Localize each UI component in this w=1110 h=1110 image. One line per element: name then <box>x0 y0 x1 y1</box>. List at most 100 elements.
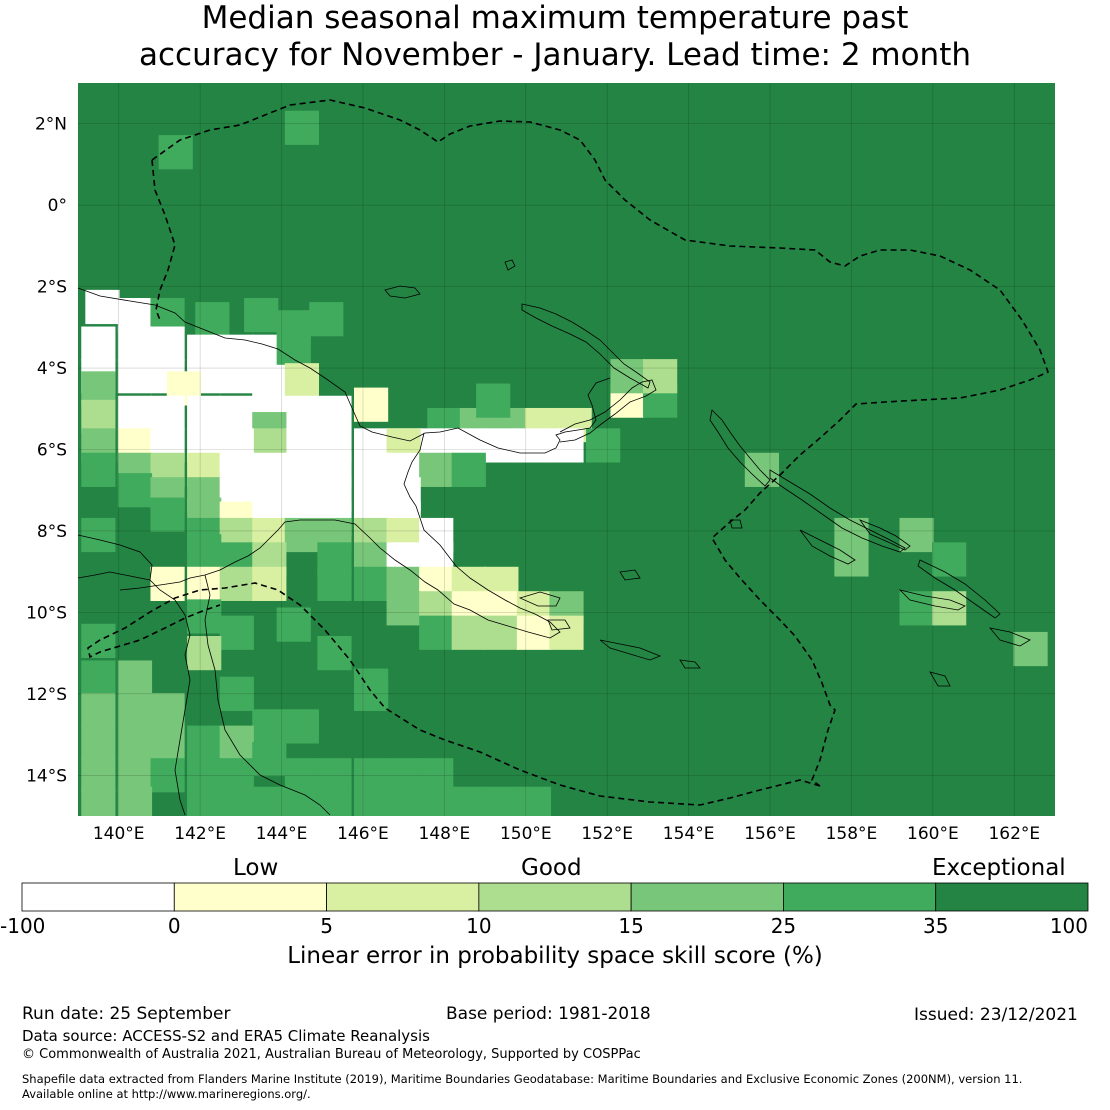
colorbar-bin <box>173 882 327 912</box>
skill-cell <box>117 660 153 695</box>
skill-cell <box>317 395 352 430</box>
skill-cell <box>81 725 116 760</box>
skill-cell <box>117 725 153 760</box>
skill-cell <box>284 517 319 553</box>
skill-cell <box>219 359 254 394</box>
skill-cell <box>284 363 319 398</box>
skill-cell <box>516 615 552 650</box>
skill-cell <box>643 359 678 394</box>
lon-label: 146°E <box>337 824 389 844</box>
skill-cell <box>81 786 116 816</box>
skill-cell <box>549 428 584 463</box>
lon-label: 142°E <box>174 824 226 844</box>
skill-cell <box>252 786 287 816</box>
skill-cell <box>354 387 389 422</box>
skill-cell <box>117 326 153 361</box>
lat-label: 6°S <box>37 441 67 461</box>
lat-label: 4°S <box>37 359 67 379</box>
shapefile-credit-line-1: Shapefile data extracted from Flanders M… <box>22 1072 1023 1086</box>
skill-cell <box>354 786 389 816</box>
colorbar: -100 0 5 10 15 25 35 100 <box>0 882 1089 938</box>
skill-cell <box>284 786 319 816</box>
skill-cell <box>117 693 153 728</box>
lat-label: 8°S <box>37 522 67 542</box>
latitude-labels: 2°N 0° 2°S 4°S 6°S 8°S 10°S 12°S 14°S <box>26 115 67 787</box>
skill-cell <box>419 452 454 487</box>
bougainville-coast <box>709 409 771 487</box>
skill-cell <box>516 428 552 463</box>
skill-cell <box>187 395 222 430</box>
colorbar-heading-good: Good <box>521 855 582 881</box>
skill-cell <box>899 591 934 626</box>
skill-cell <box>117 786 153 816</box>
lon-label: 150°E <box>500 824 552 844</box>
skill-cell <box>117 359 153 394</box>
colorbar-bin <box>326 882 480 912</box>
skill-cell <box>899 517 934 553</box>
colorbar-bin <box>630 882 784 912</box>
lon-label: 140°E <box>93 824 145 844</box>
skill-cell <box>252 741 287 777</box>
run-date: Run date: 25 September <box>22 1004 231 1024</box>
colorbar-bin <box>935 882 1089 912</box>
skill-cell <box>187 599 222 634</box>
skill-cell <box>244 298 279 333</box>
lat-label: 2°N <box>35 115 67 135</box>
skill-cell <box>284 395 319 430</box>
skill-cell <box>932 542 967 577</box>
skill-cell <box>317 566 352 601</box>
lon-label: 156°E <box>744 824 796 844</box>
colorbar-tick-label: 15 <box>618 914 643 938</box>
lon-label: 162°E <box>988 824 1040 844</box>
skill-cell <box>252 566 287 601</box>
skill-cell <box>187 566 222 601</box>
skill-cell <box>252 709 287 744</box>
skill-grid <box>78 83 1055 816</box>
eez-boundary <box>87 99 1050 806</box>
colorbar-tick-label: 5 <box>320 914 333 938</box>
skill-cell <box>419 786 454 816</box>
skill-cell <box>195 302 230 337</box>
island-new-hanover <box>384 285 421 299</box>
colorbar-title: Linear error in probability space skill … <box>287 943 823 969</box>
skill-cell <box>219 395 254 430</box>
skill-cell <box>419 615 454 650</box>
colorbar-tick-label: 100 <box>1050 914 1088 938</box>
skill-cell <box>150 725 185 760</box>
skill-cell <box>81 693 116 728</box>
colorbar-tick-label: 0 <box>168 914 181 938</box>
colorbar-heading-exceptional: Exceptional <box>932 855 1066 881</box>
colorbar-heading-low: Low <box>233 855 279 881</box>
skill-cell <box>317 786 352 816</box>
copyright: © Commonwealth of Australia 2021, Austra… <box>22 1047 641 1062</box>
issued-date: Issued: 23/12/2021 <box>914 1005 1078 1025</box>
skill-cell <box>484 428 519 463</box>
skill-cell <box>476 383 511 418</box>
skill-cell <box>354 566 389 601</box>
lon-label: 152°E <box>581 824 633 844</box>
skill-cell <box>81 517 116 553</box>
lat-label: 12°S <box>26 685 67 705</box>
skill-cell <box>1013 631 1048 667</box>
shapefile-credit-line-2: Available online at http://www.marinereg… <box>22 1087 311 1101</box>
skill-cell <box>451 615 486 650</box>
skill-cell <box>219 725 254 760</box>
new-guinea-coast <box>77 287 611 639</box>
island-louisiade <box>599 639 701 669</box>
skill-cell <box>284 110 319 145</box>
skill-cell <box>451 452 486 487</box>
skill-cell <box>81 326 116 361</box>
skill-cell <box>187 725 222 760</box>
new-britain-coast <box>559 379 657 443</box>
longitude-labels: 140°E 142°E 144°E 146°E 148°E 150°E 152°E 154°E… <box>93 824 1040 844</box>
eez-south <box>87 582 821 806</box>
skill-cell <box>150 693 185 728</box>
title-line-1: Median seasonal maximum temperature past <box>201 0 909 36</box>
skill-cell <box>834 542 869 577</box>
skill-cell <box>158 135 193 170</box>
data-source: Data source: ACCESS-S2 and ERA5 Climate … <box>22 1027 430 1045</box>
skill-cell <box>150 326 185 361</box>
skill-cell <box>219 615 254 650</box>
skill-cell <box>150 758 185 793</box>
new-ireland-coast <box>521 303 651 389</box>
